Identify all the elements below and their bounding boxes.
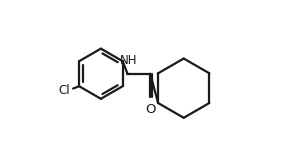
Text: NH: NH (120, 54, 137, 67)
Text: O: O (145, 103, 155, 116)
Text: Cl: Cl (58, 84, 70, 97)
